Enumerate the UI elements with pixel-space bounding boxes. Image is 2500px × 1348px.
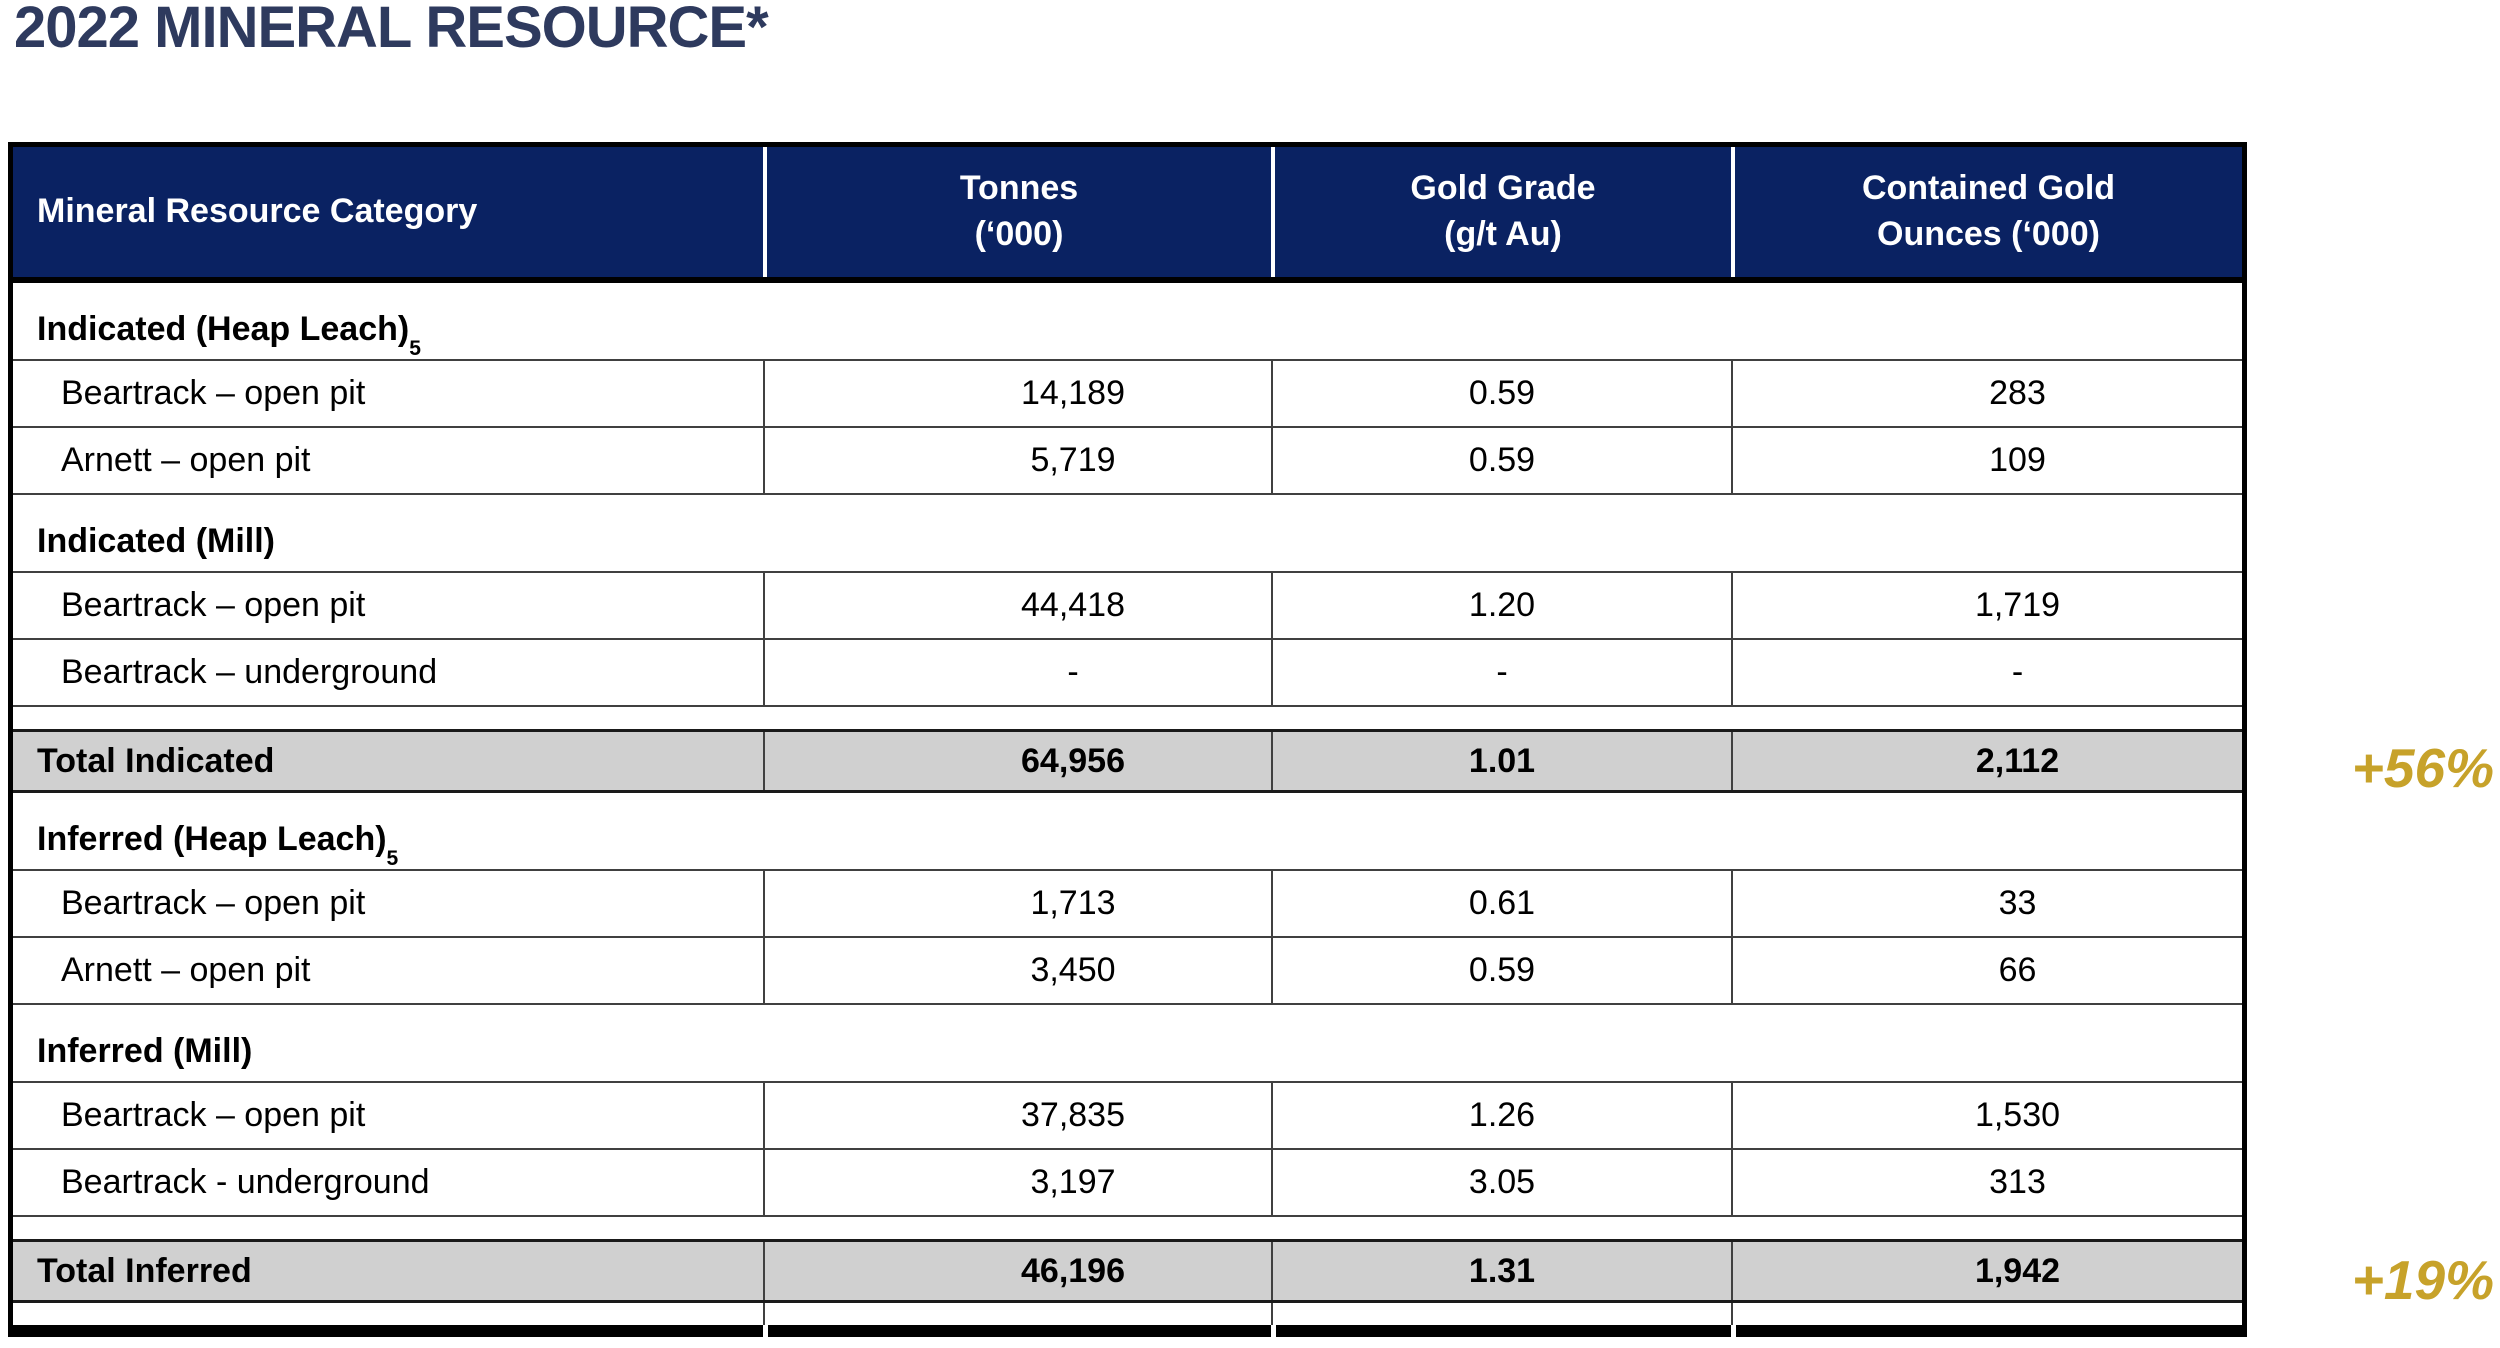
tonnes-cell: 5,719	[763, 428, 1271, 493]
column-header-category: Mineral Resource Category	[13, 147, 763, 277]
category-cell: Beartrack - underground	[61, 1163, 430, 1201]
tonnes-cell: -	[763, 640, 1271, 705]
band-cell	[763, 1325, 1271, 1337]
table-row: Beartrack - underground 3,197 3.05 313	[13, 1150, 2242, 1217]
category-cell: Beartrack – underground	[61, 653, 438, 691]
spacer-cell	[763, 1303, 1271, 1325]
ounces-cell: 1,530	[1731, 1083, 2242, 1148]
header-line1: Contained Gold	[1861, 169, 2116, 208]
grade-cell: 0.59	[1271, 361, 1731, 426]
spacer-cell	[1271, 707, 1731, 729]
table-row: Arnett – open pit 5,719 0.59 109	[13, 428, 2242, 495]
band-cell	[13, 1325, 763, 1337]
spacer-cell	[13, 1217, 763, 1239]
header-line1: Tonnes	[959, 169, 1079, 208]
table-row: Beartrack – underground - - -	[13, 640, 2242, 707]
spacer-cell	[763, 707, 1271, 729]
header-line1: Mineral Resource Category	[37, 192, 478, 231]
spacer-row	[13, 707, 2242, 729]
tonnes-cell: 14,189	[763, 361, 1271, 426]
category-cell: Beartrack – open pit	[61, 1096, 366, 1134]
band-cell	[1271, 1325, 1731, 1337]
grade-cell: 3.05	[1271, 1150, 1731, 1215]
table-row: Beartrack – open pit 37,835 1.26 1,530	[13, 1083, 2242, 1150]
ounces-cell: 66	[1731, 938, 2242, 1003]
total-indicated-change-annotation: +56%	[2351, 737, 2494, 799]
header-line2: (‘000)	[974, 215, 1064, 253]
spacer-cell	[1731, 1303, 2242, 1325]
spacer-row	[13, 1303, 2242, 1325]
header-line1: Gold Grade	[1410, 169, 1596, 208]
category-cell: Arnett – open pit	[61, 441, 311, 479]
category-cell: Beartrack – open pit	[61, 586, 366, 624]
grade-cell: 1.31	[1271, 1242, 1731, 1300]
section-header-row: Inferred (Heap Leach) 5	[13, 793, 2242, 871]
spacer-cell	[1271, 1303, 1731, 1325]
spacer-cell	[1731, 707, 2242, 729]
grade-cell: 1.26	[1271, 1083, 1731, 1148]
ounces-cell: 2,112	[1731, 732, 2242, 790]
table-row: Beartrack – open pit 1,713 0.61 33	[13, 871, 2242, 938]
spacer-cell	[13, 707, 763, 729]
ounces-cell: 33	[1731, 871, 2242, 936]
grade-cell: 0.59	[1271, 428, 1731, 493]
column-header-grade: Gold Grade (g/t Au)	[1271, 147, 1731, 277]
header-line2: (g/t Au)	[1444, 215, 1562, 253]
spacer-cell	[763, 1217, 1271, 1239]
category-cell: Arnett – open pit	[61, 951, 311, 989]
grade-cell: -	[1271, 640, 1731, 705]
cutoff-row-band	[13, 1325, 2242, 1337]
header-line2: Ounces (‘000)	[1877, 215, 2100, 253]
category-cell: Total Indicated	[37, 741, 275, 780]
category-cell: Beartrack – open pit	[61, 884, 366, 922]
section-label: Inferred (Heap Leach) 5	[37, 820, 399, 870]
grade-cell: 1.20	[1271, 573, 1731, 638]
section-header-row: Indicated (Heap Leach) 5	[13, 283, 2242, 361]
ounces-cell: 283	[1731, 361, 2242, 426]
table-row: Arnett – open pit 3,450 0.59 66	[13, 938, 2242, 1005]
tonnes-cell: 1,713	[763, 871, 1271, 936]
ounces-cell: -	[1731, 640, 2242, 705]
category-cell: Total Inferred	[37, 1251, 252, 1290]
tonnes-cell: 3,450	[763, 938, 1271, 1003]
ounces-cell: 1,942	[1731, 1242, 2242, 1300]
spacer-cell	[1731, 1217, 2242, 1239]
ounces-cell: 313	[1731, 1150, 2242, 1215]
spacer-cell	[13, 1303, 763, 1325]
total-inferred-change-annotation: +19%	[2351, 1249, 2494, 1311]
column-header-tonnes: Tonnes (‘000)	[763, 147, 1271, 277]
spacer-row	[13, 1217, 2242, 1239]
ounces-cell: 109	[1731, 428, 2242, 493]
mineral-resource-table: Mineral Resource Category Tonnes (‘000) Gol…	[8, 142, 2247, 1337]
tonnes-cell: 46,196	[763, 1242, 1271, 1300]
table-row: Beartrack – open pit 14,189 0.59 283	[13, 361, 2242, 428]
table-row: Beartrack – open pit 44,418 1.20 1,719	[13, 573, 2242, 640]
section-label: Inferred (Mill)	[37, 1032, 253, 1070]
tonnes-cell: 44,418	[763, 573, 1271, 638]
tonnes-cell: 3,197	[763, 1150, 1271, 1215]
section-header-row: Indicated (Mill)	[13, 495, 2242, 573]
tonnes-cell: 64,956	[763, 732, 1271, 790]
tonnes-cell: 37,835	[763, 1083, 1271, 1148]
ounces-cell: 1,719	[1731, 573, 2242, 638]
band-cell	[1731, 1325, 2242, 1337]
total-row: Total Inferred 46,196 1.31 1,942	[13, 1239, 2242, 1303]
total-row: Total Indicated 64,956 1.01 2,112	[13, 729, 2242, 793]
table-header-row: Mineral Resource Category Tonnes (‘000) Gol…	[13, 147, 2242, 283]
spacer-cell	[1271, 1217, 1731, 1239]
grade-cell: 0.59	[1271, 938, 1731, 1003]
column-header-ounces: Contained Gold Ounces (‘000)	[1731, 147, 2242, 277]
page-title: 2022 MINERAL RESOURCE*	[14, 0, 769, 60]
section-header-row: Inferred (Mill)	[13, 1005, 2242, 1083]
category-cell: Beartrack – open pit	[61, 374, 366, 412]
grade-cell: 1.01	[1271, 732, 1731, 790]
section-label: Indicated (Heap Leach) 5	[37, 310, 421, 360]
section-label: Indicated (Mill)	[37, 522, 275, 560]
grade-cell: 0.61	[1271, 871, 1731, 936]
